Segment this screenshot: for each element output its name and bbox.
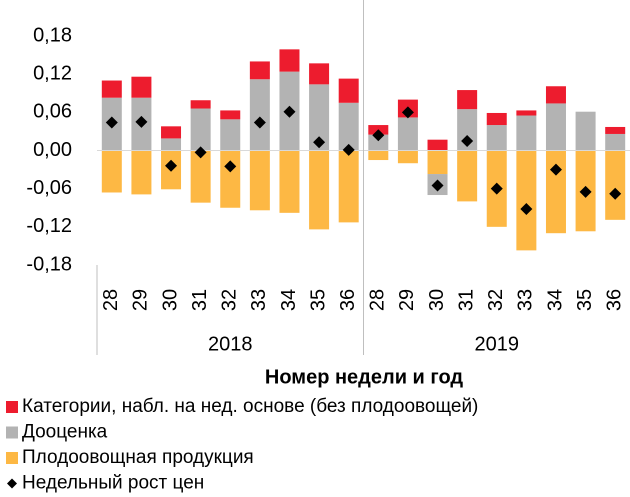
x-tick-label: 29 [396, 289, 418, 311]
legend-label: Недельный рост цен [22, 473, 204, 494]
bar-segment [605, 126, 626, 134]
bar-segment [101, 80, 122, 98]
bar-segment [309, 150, 330, 230]
bar-segment [516, 150, 537, 251]
marker [490, 182, 503, 195]
x-tick-label: 32 [219, 289, 241, 311]
bar-segment [131, 76, 152, 98]
marker [609, 187, 622, 200]
bar-segment [545, 150, 566, 234]
bar-segment [545, 86, 566, 104]
marker [342, 143, 355, 156]
legend-swatch [6, 401, 18, 413]
y-tick-label: 0,00 [33, 139, 72, 161]
bar-segment [161, 126, 182, 139]
marker [105, 116, 118, 129]
x-tick-label: 28 [367, 289, 389, 311]
bar-segment [101, 150, 122, 193]
x-tick-label: 30 [159, 289, 181, 311]
bar-segment [190, 100, 211, 109]
bar-segment [249, 79, 270, 151]
x-tick-label: 28 [100, 289, 122, 311]
bar-segment [368, 134, 389, 151]
x-tick-label: 30 [426, 289, 448, 311]
legend-label: Плодоовощная продукция [22, 447, 254, 468]
group-label: 2019 [475, 333, 520, 355]
marker [549, 163, 562, 176]
bar-segment [486, 112, 507, 126]
x-tick-label: 33 [515, 289, 537, 311]
x-tick-label: 36 [337, 289, 359, 311]
y-tick-label: 0,18 [33, 24, 72, 46]
y-tick-label: -0,12 [26, 215, 72, 237]
marker [579, 185, 592, 198]
marker [372, 129, 385, 142]
bar-segment [309, 84, 330, 151]
group-label: 2018 [208, 333, 253, 355]
legend-label: Дооценка [22, 422, 108, 443]
marker [431, 179, 444, 192]
marker [283, 105, 296, 118]
bar-segment [427, 150, 448, 175]
marker [224, 160, 237, 173]
marker [165, 159, 178, 172]
x-axis-title: Номер недели и год [265, 366, 464, 388]
marker [461, 134, 474, 147]
legend-swatch [6, 452, 18, 464]
marker [520, 203, 533, 216]
y-tick-label: 0,06 [33, 101, 72, 123]
bar-segment [220, 110, 241, 120]
marker [135, 115, 148, 128]
y-tick-label: 0,12 [33, 62, 72, 84]
legend-marker [7, 478, 17, 489]
x-tick-label: 31 [189, 289, 211, 311]
bar-segment [220, 150, 241, 208]
marker [194, 146, 207, 159]
x-tick-label: 34 [544, 289, 566, 311]
bar-segment [338, 78, 359, 103]
y-tick-label: -0,06 [26, 177, 72, 199]
marker [401, 106, 414, 119]
bar-segment [575, 111, 596, 151]
bar-segment [249, 61, 270, 80]
x-tick-label: 33 [248, 289, 270, 311]
bar-segment [516, 110, 537, 116]
bar-segment [190, 108, 211, 151]
bar-segment [190, 150, 211, 203]
bar-segment [338, 150, 359, 223]
bar-segment [368, 150, 389, 161]
bar-segment [220, 119, 241, 151]
bar-segment [131, 150, 152, 195]
bar-segment [397, 117, 418, 151]
bar-segment [309, 63, 330, 85]
bar-segment [457, 150, 478, 202]
bar-segment [397, 150, 418, 164]
bar-segment [338, 102, 359, 151]
bar-segment [516, 115, 537, 151]
bar-segment [486, 125, 507, 151]
x-tick-label: 35 [307, 289, 329, 311]
x-tick-label: 31 [455, 289, 477, 311]
bar-segment [605, 150, 626, 220]
x-tick-label: 34 [278, 289, 300, 311]
marker [313, 136, 326, 149]
bar-segment [457, 90, 478, 110]
x-tick-label: 36 [603, 289, 625, 311]
bar-segment [279, 150, 300, 213]
legend-label: Категории, набл. на нед. основе (без пло… [22, 396, 478, 417]
x-tick-label: 32 [485, 289, 507, 311]
bar-segment [161, 138, 182, 151]
bar-segment [605, 133, 626, 151]
bar-segment [427, 139, 448, 151]
x-tick-label: 29 [130, 289, 152, 311]
bar-segment [249, 150, 270, 211]
y-tick-label: -0,18 [26, 253, 72, 275]
bar-segment [545, 103, 566, 151]
marker [253, 116, 266, 129]
bar-segment [279, 49, 300, 72]
legend-swatch [6, 426, 18, 439]
x-tick-label: 35 [574, 289, 596, 311]
